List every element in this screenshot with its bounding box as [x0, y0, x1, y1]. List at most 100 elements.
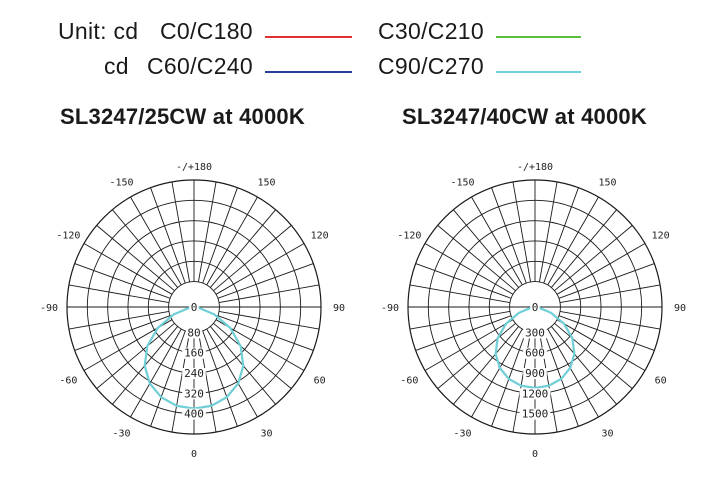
curve-c90-c270 [143, 305, 245, 410]
grid-spoke [556, 243, 646, 295]
radial-label: 400 [184, 408, 204, 421]
legend-line-c60-c240 [265, 71, 352, 73]
radial-label: 0 [532, 301, 539, 314]
angle-label: 30 [260, 429, 272, 440]
legend-label-c0-c180: C0/C180 [160, 18, 253, 44]
grid-spoke [453, 209, 520, 288]
grid-spoke [538, 181, 558, 283]
grid-ring [66, 179, 322, 435]
radial-label-bg [182, 368, 206, 380]
angle-label: 0 [191, 449, 197, 460]
radial-label: 900 [525, 367, 545, 380]
grid-spoke [96, 322, 175, 389]
grid-spoke [218, 284, 320, 304]
angle-label: -150 [450, 177, 474, 188]
grid-spoke [150, 330, 186, 427]
angle-label: -120 [56, 231, 80, 242]
radial-label: 1500 [522, 408, 549, 421]
legend-label-c30-c210: C30/C210 [378, 18, 484, 44]
legend-label-c60-c240: C60/C240 [147, 53, 253, 79]
grid-spoke [202, 187, 238, 284]
grid-spoke [556, 319, 646, 371]
grid-spoke [171, 181, 191, 283]
legend-line-c0-c180 [265, 36, 352, 38]
legend-label-c90-c270: C90/C270 [378, 53, 484, 79]
angle-label: 60 [655, 376, 667, 387]
angle-label: 120 [311, 231, 329, 242]
angle-label: 30 [601, 429, 613, 440]
radial-label: 600 [525, 347, 545, 360]
radial-label-bg [530, 302, 540, 313]
angle-label: 0 [532, 449, 538, 460]
grid-spoke [550, 209, 617, 288]
grid-spoke [415, 315, 512, 351]
grid-spoke [543, 187, 579, 284]
grid-spoke [96, 225, 175, 292]
angle-label: -90 [40, 303, 58, 314]
chart-title-right: SL3247/40CW at 4000K [402, 104, 647, 129]
legend-cd-label: cd [104, 53, 129, 79]
polar-chart-1: 0 80 160 240 320 400 -/+180 0 150 -150 120 -120 90 -9… [40, 162, 345, 460]
grid-spoke [197, 181, 217, 283]
grid-spoke [213, 322, 292, 389]
grid-spoke [215, 243, 305, 295]
radial-label-bg [182, 408, 206, 420]
grid-spoke [74, 263, 171, 299]
legend-line-c90-c270 [496, 71, 581, 73]
grid-spoke [547, 196, 599, 286]
radial-label-bg [182, 388, 206, 400]
radial-label-bg [189, 302, 199, 313]
grid-spoke [217, 263, 314, 299]
radial-label: 1200 [522, 387, 549, 400]
grid-spoke [437, 225, 516, 292]
angle-label: -/+180 [176, 162, 212, 173]
angle-label: 150 [257, 177, 275, 188]
curve-c90-c270 [494, 305, 576, 390]
angle-label: 90 [333, 303, 345, 314]
angle-label: 150 [598, 177, 616, 188]
grid-spoke [68, 310, 170, 330]
grid-spoke [68, 284, 170, 304]
angle-label: -/+180 [517, 162, 553, 173]
grid-spoke [409, 284, 511, 304]
angle-label: -60 [59, 376, 77, 387]
grid-spoke [409, 310, 511, 330]
grid-spoke [213, 225, 292, 292]
grid-spoke [217, 315, 314, 351]
grid-ring [407, 179, 663, 435]
angle-label: 60 [314, 376, 326, 387]
grid-spoke [415, 263, 512, 299]
grid-spoke [209, 209, 276, 288]
legend-line-c30-c210 [496, 36, 581, 38]
grid-spoke [202, 330, 238, 427]
radial-label-bg [523, 327, 547, 339]
grid-spoke [471, 328, 523, 418]
radial-label-bg [185, 327, 203, 339]
grid-spoke [558, 263, 655, 299]
grid-spoke [218, 310, 320, 330]
grid-spoke [112, 209, 179, 288]
angle-label: -30 [453, 429, 471, 440]
grid-spoke [130, 196, 182, 286]
radial-label-bg [523, 347, 547, 359]
radial-label-bg [519, 388, 551, 400]
grid-spoke [206, 196, 258, 286]
grid-spoke [424, 243, 514, 295]
grid-spoke [559, 284, 661, 304]
grid-spoke [74, 315, 171, 351]
radial-label: 0 [191, 301, 198, 314]
radial-label: 300 [525, 326, 545, 339]
angle-label: -120 [397, 231, 421, 242]
angle-label: 90 [674, 303, 686, 314]
grid-spoke [206, 328, 258, 418]
angle-label: -90 [381, 303, 399, 314]
chart-title-left: SL3247/25CW at 4000K [60, 104, 305, 129]
grid-spoke [547, 328, 599, 418]
angle-label: 120 [652, 231, 670, 242]
grid-spoke [554, 322, 633, 389]
radial-label-bg [519, 408, 551, 420]
angle-label: -30 [112, 429, 130, 440]
radial-label: 160 [184, 347, 204, 360]
grid-spoke [130, 328, 182, 418]
